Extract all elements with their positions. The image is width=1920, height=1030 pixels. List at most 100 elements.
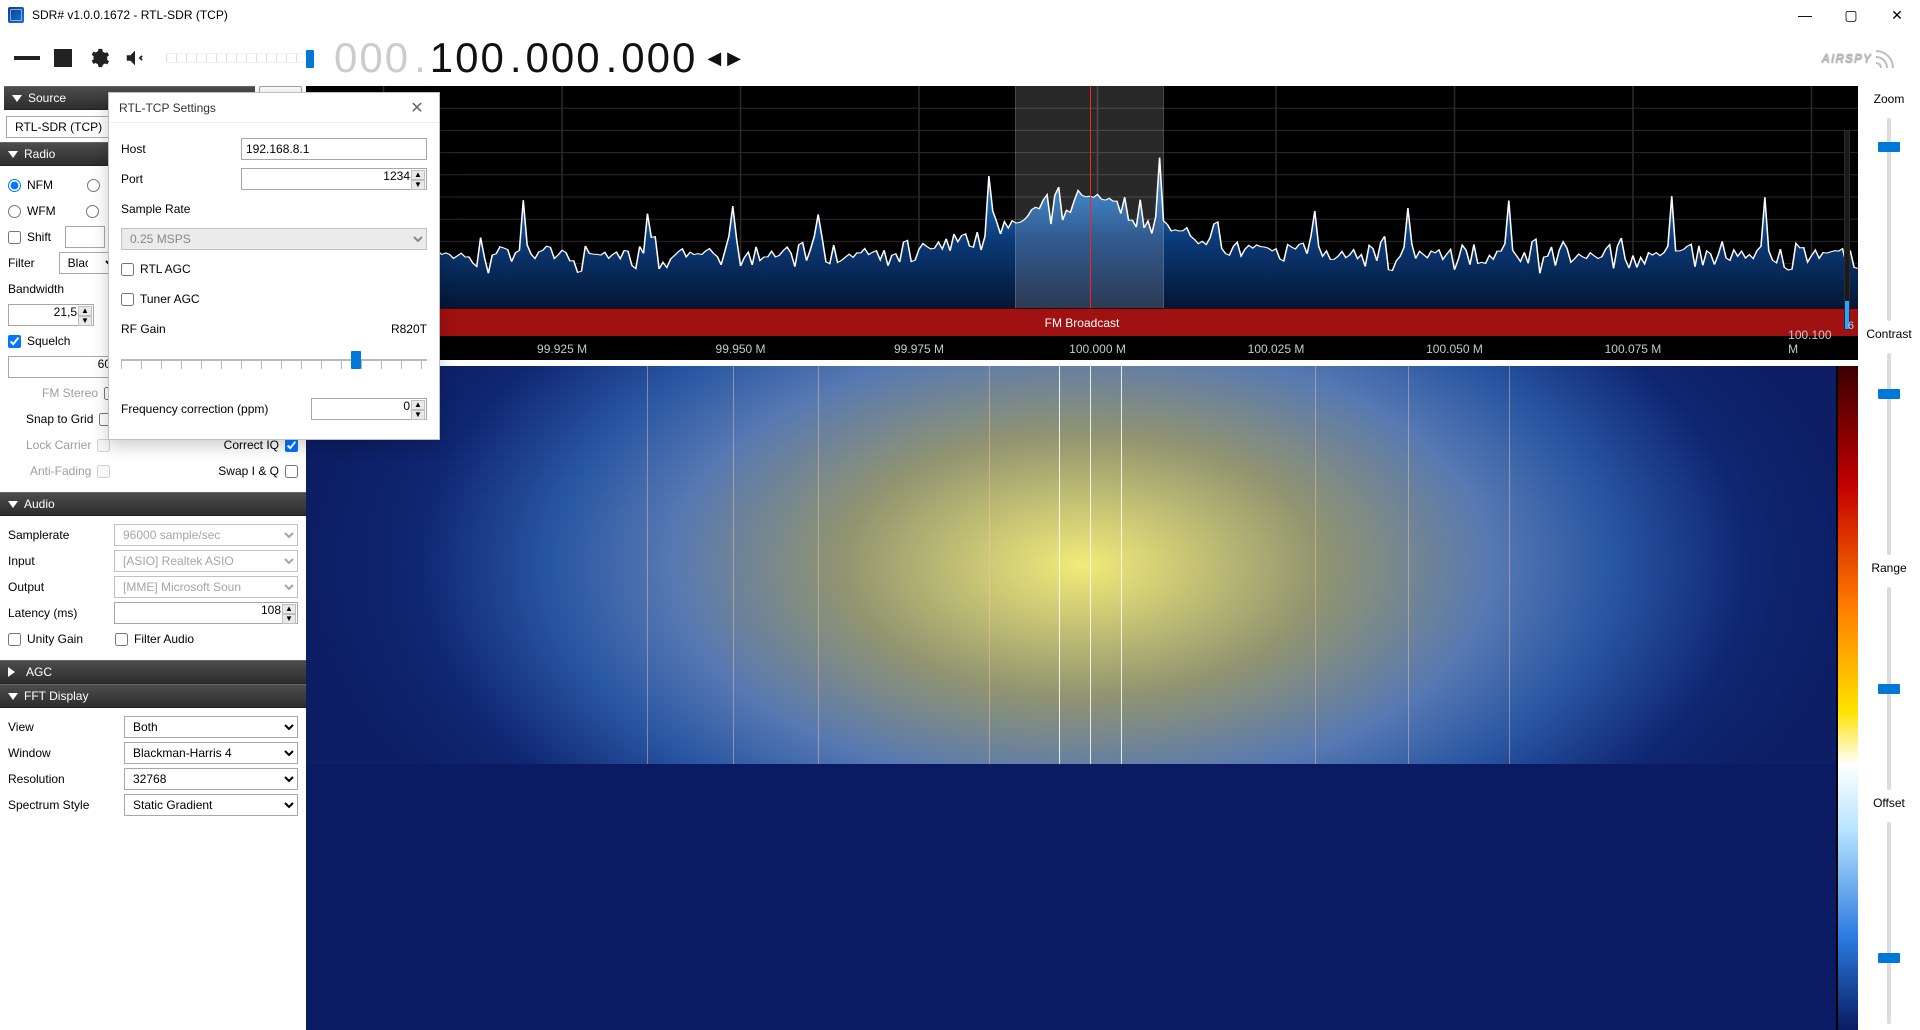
minimize-button[interactable]: — xyxy=(1782,0,1828,30)
x-axis-tick: 99.950 M xyxy=(716,342,766,356)
rf-gain-label: RF Gain xyxy=(121,322,166,336)
correct-iq-checkbox[interactable] xyxy=(285,439,298,452)
rail-label: Range xyxy=(1871,561,1906,575)
shift-label: Shift xyxy=(27,230,51,244)
input-select: [ASIO] Realtek ASIO xyxy=(114,550,298,572)
tuner-chip-label: R820T xyxy=(391,322,427,336)
lock-carrier-checkbox xyxy=(97,439,110,452)
host-input[interactable] xyxy=(241,138,427,160)
section-audio-header[interactable]: Audio xyxy=(0,492,306,516)
center-frequency-line[interactable] xyxy=(1090,86,1091,308)
x-axis-tick: 100.050 M xyxy=(1426,342,1483,356)
close-button[interactable]: ✕ xyxy=(1874,0,1920,30)
x-axis-tick: 100.025 M xyxy=(1248,342,1305,356)
brand-logo: AIRSPY xyxy=(1821,48,1896,68)
right-rail: ZoomContrastRangeOffset xyxy=(1858,86,1920,1030)
fm-stereo-label: FM Stereo xyxy=(42,386,98,400)
output-select: [MME] Microsoft Soun xyxy=(114,576,298,598)
fft-view-select[interactable]: Both xyxy=(124,716,298,738)
anti-fading-checkbox xyxy=(97,465,110,478)
section-agc-header[interactable]: AGC xyxy=(0,660,306,684)
rtl-agc-checkbox[interactable] xyxy=(121,263,134,276)
latency-spinner[interactable]: 108▲▼ xyxy=(114,602,298,624)
rail-slider-contrast[interactable] xyxy=(1876,353,1902,556)
unity-gain-checkbox[interactable] xyxy=(8,633,21,646)
section-source-title: Source xyxy=(28,91,66,105)
mode-blank2-radio[interactable] xyxy=(86,205,99,218)
swap-iq-checkbox[interactable] xyxy=(285,465,298,478)
fft-style-select[interactable]: Static Gradient xyxy=(124,794,298,816)
output-label: Output xyxy=(8,580,108,594)
rail-slider-range[interactable] xyxy=(1876,587,1902,790)
rf-gain-slider[interactable] xyxy=(121,347,427,375)
x-axis-tick: 100.075 M xyxy=(1605,342,1662,356)
spectrum-display[interactable]: FM Broadcast 99.900 M99.925 M99.950 M99.… xyxy=(306,86,1858,360)
waterfall-colorbar xyxy=(1836,366,1858,1030)
toolbar: 000.100.000.000 ◀▶ AIRSPY xyxy=(0,30,1920,86)
window-title: SDR# v1.0.0.1672 - RTL-SDR (TCP) xyxy=(32,8,1782,22)
port-label: Port xyxy=(121,172,241,186)
shift-value-input[interactable] xyxy=(65,226,105,248)
maximize-button[interactable]: ▢ xyxy=(1828,0,1874,30)
window-buttons: — ▢ ✕ xyxy=(1782,0,1920,30)
signal-icon xyxy=(1876,48,1896,68)
squelch-label: Squelch xyxy=(27,334,70,348)
snap-label: Snap to Grid xyxy=(26,412,93,426)
latency-label: Latency (ms) xyxy=(8,606,108,620)
band-label: FM Broadcast xyxy=(1045,316,1120,330)
fft-window-label: Window xyxy=(8,746,118,760)
mode-wfm-radio[interactable] xyxy=(8,205,21,218)
section-fft-body: View Both Window Blackman-Harris 4 Resol… xyxy=(0,708,306,826)
shift-checkbox[interactable] xyxy=(8,231,21,244)
mute-icon[interactable] xyxy=(122,45,148,71)
unity-gain-label: Unity Gain xyxy=(27,632,83,646)
port-spinner[interactable]: 1234▲▼ xyxy=(241,168,427,190)
fft-window-select[interactable]: Blackman-Harris 4 xyxy=(124,742,298,764)
x-axis-tick: 100.100 M xyxy=(1788,328,1835,356)
tuner-agc-checkbox[interactable] xyxy=(121,293,134,306)
tuner-agc-label: Tuner AGC xyxy=(140,292,200,306)
freq-corr-label: Frequency correction (ppm) xyxy=(121,402,311,416)
sample-rate-select: 0.25 MSPS xyxy=(121,228,427,250)
section-fft-header[interactable]: FFT Display xyxy=(0,684,306,708)
squelch-checkbox[interactable] xyxy=(8,335,21,348)
mode-blank1-radio[interactable] xyxy=(87,179,100,192)
db-meter-value: 6 xyxy=(1848,320,1854,332)
app-icon xyxy=(8,7,24,23)
waterfall-display[interactable] xyxy=(306,366,1858,1030)
stop-button[interactable] xyxy=(50,45,76,71)
volume-slider[interactable] xyxy=(166,53,316,63)
frequency-step-arrows[interactable]: ◀▶ xyxy=(707,48,741,69)
x-axis-tick: 100.000 M xyxy=(1069,342,1126,356)
rail-label: Contrast xyxy=(1866,327,1911,341)
bandwidth-spinner[interactable]: 21,5 ▲▼ xyxy=(8,304,94,326)
correct-iq-label: Correct IQ xyxy=(224,438,279,452)
popup-title: RTL-TCP Settings xyxy=(119,101,216,115)
menu-icon[interactable] xyxy=(14,45,40,71)
fft-resolution-select[interactable]: 32768 xyxy=(124,768,298,790)
rail-slider-offset[interactable] xyxy=(1876,822,1902,1025)
mode-nfm-radio[interactable] xyxy=(8,179,21,192)
rail-slider-zoom[interactable] xyxy=(1876,118,1902,321)
host-label: Host xyxy=(121,142,241,156)
samplerate-select: 96000 sample/sec xyxy=(114,524,298,546)
fft-view-label: View xyxy=(8,720,118,734)
x-axis-tick: 99.975 M xyxy=(894,342,944,356)
frequency-display[interactable]: 000.100.000.000 xyxy=(334,34,697,82)
band-bar: FM Broadcast xyxy=(306,308,1858,336)
anti-fading-label: Anti-Fading xyxy=(30,464,91,478)
input-label: Input xyxy=(8,554,108,568)
rail-label: Zoom xyxy=(1874,92,1905,106)
rtl-tcp-settings-popup: RTL-TCP Settings ✕ Host Port 1234▲▼ Samp… xyxy=(108,92,440,440)
settings-icon[interactable] xyxy=(86,45,112,71)
bandwidth-label: Bandwidth xyxy=(8,282,64,296)
popup-close-icon[interactable]: ✕ xyxy=(405,98,429,118)
filter-audio-checkbox[interactable] xyxy=(115,633,128,646)
mode-nfm-label: NFM xyxy=(27,178,53,192)
title-bar: SDR# v1.0.0.1672 - RTL-SDR (TCP) — ▢ ✕ xyxy=(0,0,1920,30)
x-axis-tick: 99.925 M xyxy=(537,342,587,356)
db-meter: 6 xyxy=(1836,130,1856,330)
sample-rate-label: Sample Rate xyxy=(121,202,241,216)
freq-corr-spinner[interactable]: 0▲▼ xyxy=(311,398,427,420)
filter-audio-label: Filter Audio xyxy=(134,632,194,646)
